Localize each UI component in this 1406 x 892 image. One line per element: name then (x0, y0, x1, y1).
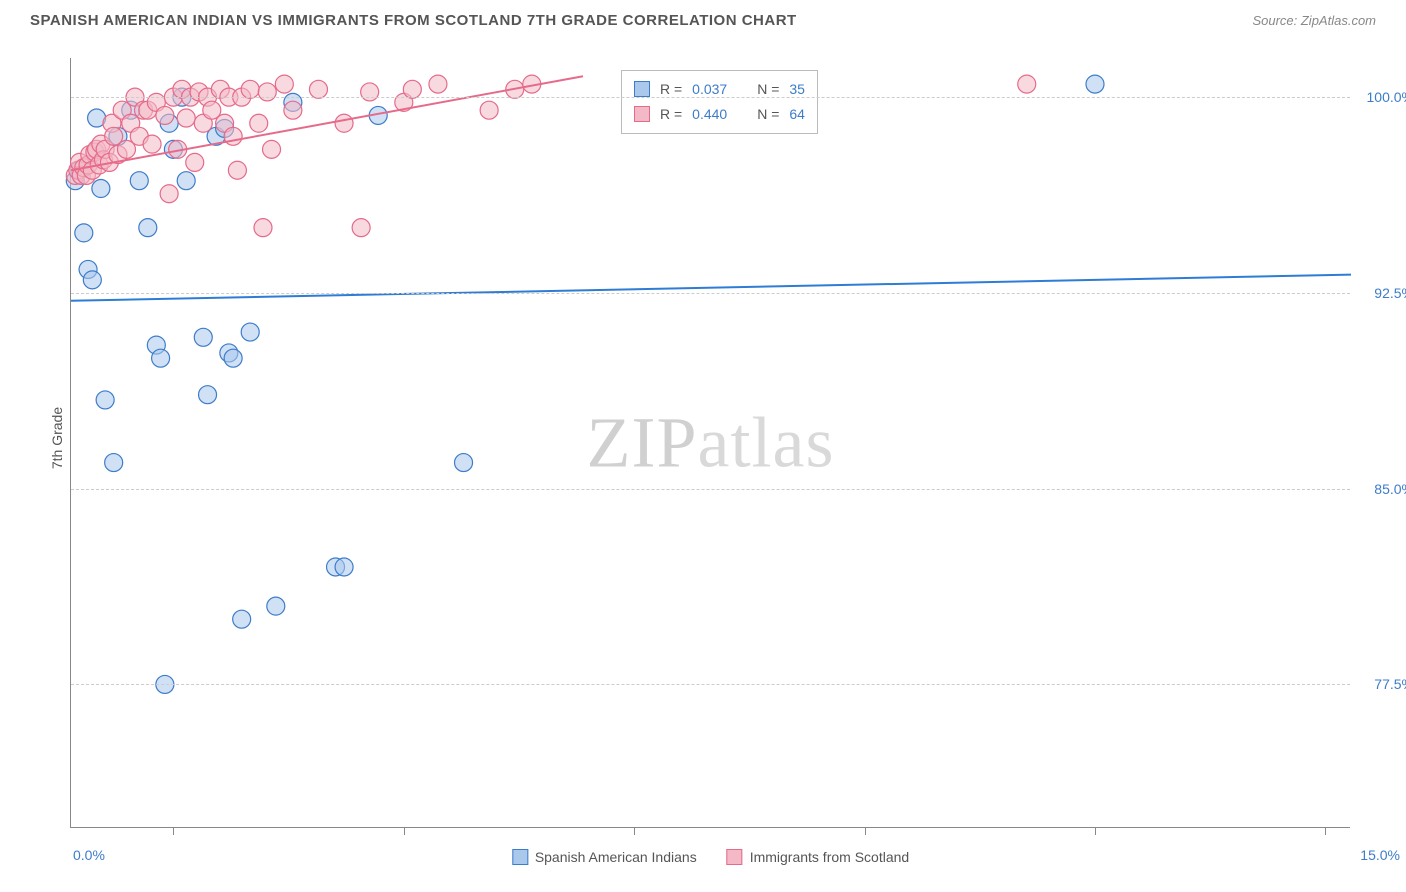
scatter-point (335, 114, 353, 132)
scatter-point (267, 597, 285, 615)
series-swatch (634, 81, 650, 97)
scatter-point (403, 80, 421, 98)
scatter-point (335, 558, 353, 576)
legend-label: Immigrants from Scotland (750, 849, 910, 865)
stats-row: R = 0.440 N = 64 (634, 102, 805, 127)
gridline (71, 293, 1350, 294)
scatter-point (143, 135, 161, 153)
scatter-point (275, 75, 293, 93)
scatter-point (194, 328, 212, 346)
scatter-point (250, 114, 268, 132)
scatter-point (361, 83, 379, 101)
legend-label: Spanish American Indians (535, 849, 697, 865)
scatter-point (105, 454, 123, 472)
r-value: 0.440 (692, 102, 727, 127)
scatter-point (352, 219, 370, 237)
scatter-point (1086, 75, 1104, 93)
y-tick-label: 100.0% (1367, 89, 1406, 105)
scatter-point (258, 83, 276, 101)
x-axis-min-label: 0.0% (73, 847, 105, 863)
scatter-point (480, 101, 498, 119)
series-swatch (727, 849, 743, 865)
y-tick-label: 92.5% (1374, 285, 1406, 301)
x-tick (1325, 827, 1326, 835)
chart-container: 7th Grade ZIPatlas R =0.037N =35R =0.440… (50, 48, 1380, 828)
scatter-point (186, 153, 204, 171)
source-label: Source: ZipAtlas.com (1252, 13, 1376, 28)
scatter-point (455, 454, 473, 472)
series-swatch (634, 106, 650, 122)
scatter-point (177, 172, 195, 190)
scatter-svg (71, 58, 1350, 827)
scatter-point (284, 101, 302, 119)
header: SPANISH AMERICAN INDIAN VS IMMIGRANTS FR… (0, 0, 1406, 37)
scatter-point (429, 75, 447, 93)
bottom-legend: Spanish American Indians Immigrants from … (512, 849, 909, 865)
y-tick-label: 85.0% (1374, 481, 1406, 497)
scatter-point (241, 80, 259, 98)
legend-item: Immigrants from Scotland (727, 849, 910, 865)
gridline (71, 684, 1350, 685)
stats-legend-box: R =0.037N =35R =0.440N =64 (621, 70, 818, 134)
r-label: R = (660, 102, 682, 127)
scatter-point (254, 219, 272, 237)
scatter-point (152, 349, 170, 367)
gridline (71, 97, 1350, 98)
scatter-point (224, 349, 242, 367)
x-tick (1095, 827, 1096, 835)
series-swatch (512, 849, 528, 865)
scatter-point (83, 271, 101, 289)
trend-line (71, 275, 1351, 301)
n-label: N = (757, 102, 779, 127)
x-tick (173, 827, 174, 835)
scatter-point (92, 180, 110, 198)
scatter-point (75, 224, 93, 242)
scatter-point (241, 323, 259, 341)
scatter-point (130, 172, 148, 190)
gridline (71, 489, 1350, 490)
legend-item: Spanish American Indians (512, 849, 697, 865)
x-tick (634, 827, 635, 835)
scatter-point (96, 391, 114, 409)
x-tick (865, 827, 866, 835)
scatter-point (156, 106, 174, 124)
scatter-point (139, 219, 157, 237)
y-tick-label: 77.5% (1374, 676, 1406, 692)
n-value: 64 (789, 102, 805, 127)
scatter-point (177, 109, 195, 127)
x-axis-max-label: 15.0% (1360, 847, 1400, 863)
y-axis-label: 7th Grade (49, 407, 65, 469)
scatter-point (160, 185, 178, 203)
scatter-point (228, 161, 246, 179)
scatter-point (233, 610, 251, 628)
x-tick (404, 827, 405, 835)
plot-area: ZIPatlas R =0.037N =35R =0.440N =64 0.0%… (70, 58, 1350, 828)
scatter-point (263, 140, 281, 158)
scatter-point (1018, 75, 1036, 93)
chart-title: SPANISH AMERICAN INDIAN VS IMMIGRANTS FR… (30, 12, 797, 29)
scatter-point (309, 80, 327, 98)
scatter-point (199, 386, 217, 404)
